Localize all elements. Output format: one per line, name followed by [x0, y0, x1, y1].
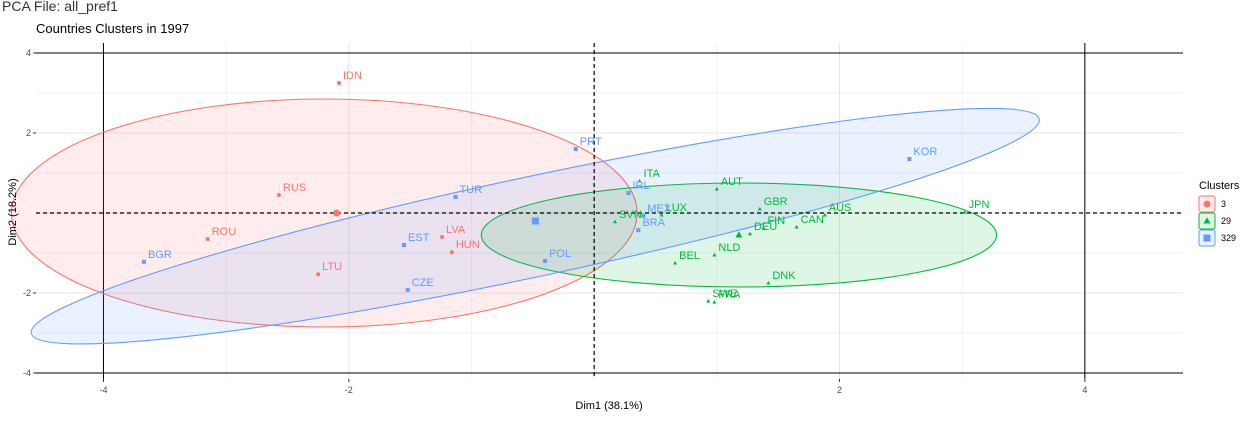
point-label-fin: FIN	[767, 215, 785, 227]
point-label-idn: IDN	[343, 70, 362, 82]
legend-label-3: 3	[1221, 199, 1226, 209]
point-label-jpn: JPN	[969, 199, 990, 211]
x-tick-label: 4	[1082, 385, 1087, 395]
point-label-cze: CZE	[412, 277, 434, 289]
point-can	[794, 224, 799, 229]
point-label-lva: LVA	[446, 224, 466, 236]
point-est	[402, 243, 407, 247]
point-label-deu: DEU	[754, 221, 777, 233]
point-lux	[659, 212, 664, 217]
point-label-pol: POL	[549, 248, 571, 260]
point-bgr	[141, 259, 146, 264]
point-jpn	[962, 210, 967, 214]
point-label-svn: SVN	[619, 209, 642, 221]
x-axis-title: Dim1 (38.1%)	[575, 400, 642, 412]
point-rou	[205, 237, 210, 241]
point-label-ltu: LTU	[322, 261, 342, 273]
point-label-irl: IRL	[633, 180, 650, 192]
y-tick-label: -4	[23, 368, 31, 378]
point-label-hun: HUN	[456, 239, 480, 251]
chart-title: Countries Clusters in 1997	[36, 21, 189, 36]
point-ita	[637, 178, 642, 183]
centroid-329	[531, 217, 539, 225]
point-rus	[276, 193, 281, 197]
point-label-kor: KOR	[913, 146, 937, 158]
cluster-ellipses	[10, 98, 1040, 345]
point-aus	[822, 212, 827, 217]
cluster-ellipse-329	[30, 107, 1040, 345]
point-fra	[712, 300, 717, 304]
y-tick-label: -2	[23, 288, 31, 298]
legend-marker-329	[1203, 234, 1211, 242]
point-label-dnk: DNK	[772, 270, 796, 282]
data-points: IDN RUS ROU LVA HUN LTU ITA AUT GBR AUS JPN SVN LUX F…	[141, 70, 990, 304]
point-svn	[613, 219, 618, 224]
point-hun	[449, 250, 454, 255]
point-bra	[636, 228, 641, 233]
point-label-ita: ITA	[644, 168, 661, 180]
x-tick-label: 2	[837, 385, 842, 395]
x-tick-label: -2	[345, 385, 353, 395]
point-label-rus: RUS	[283, 182, 306, 194]
point-pol	[543, 259, 548, 263]
point-bel	[673, 260, 678, 265]
x-tick-label: -4	[99, 385, 107, 395]
point-cze	[405, 287, 410, 292]
point-label-lux: LUX	[666, 202, 688, 214]
point-swe	[706, 298, 711, 303]
centroid-3	[333, 209, 341, 217]
point-gbr	[757, 206, 762, 211]
point-prt	[573, 147, 578, 151]
point-label-rou: ROU	[212, 226, 237, 238]
legend-title: Clusters	[1199, 180, 1240, 192]
point-label-mex: MEX	[647, 203, 672, 215]
y-tick-label: 2	[26, 128, 31, 138]
point-label-aus: AUS	[829, 202, 852, 214]
point-deu	[747, 231, 752, 236]
point-kor	[907, 157, 912, 161]
point-tur	[453, 195, 458, 199]
point-label-gbr: GBR	[764, 196, 788, 208]
point-idn	[337, 81, 342, 85]
point-label-est: EST	[408, 232, 430, 244]
point-dnk	[766, 280, 771, 285]
y-axis-title: Dim2 (18.2%)	[7, 178, 19, 245]
point-nld	[712, 252, 717, 257]
point-label-fra: FRA	[718, 289, 741, 301]
point-label-bra: BRA	[642, 217, 665, 229]
point-label-tur: TUR	[460, 184, 483, 196]
point-irl	[626, 191, 631, 195]
point-label-bgr: BGR	[148, 249, 172, 261]
point-lva	[440, 235, 445, 239]
point-aut	[714, 186, 719, 191]
point-label-bel: BEL	[679, 250, 700, 262]
point-label-nld: NLD	[718, 242, 740, 254]
point-label-swe: SWE	[712, 288, 737, 300]
point-label-can: CAN	[801, 214, 824, 226]
point-label-prt: PRT	[580, 136, 602, 148]
point-fin	[761, 226, 766, 230]
centroid-29	[735, 231, 743, 238]
legend-label-29: 29	[1221, 216, 1231, 226]
point-label-aut: AUT	[721, 176, 743, 188]
legend-label-329: 329	[1221, 233, 1236, 243]
axis-ticks: -4 -2 2 4 -4 -2 2 4	[23, 48, 1087, 395]
grid	[36, 43, 1183, 379]
point-mex	[641, 213, 646, 218]
window-title: PCA File: all_pref1	[2, 0, 118, 14]
reference-lines	[36, 43, 1183, 379]
legend-marker-29	[1203, 217, 1211, 224]
legend-marker-3	[1203, 200, 1211, 208]
y-tick-label: 4	[26, 48, 31, 58]
point-ltu	[316, 272, 321, 277]
